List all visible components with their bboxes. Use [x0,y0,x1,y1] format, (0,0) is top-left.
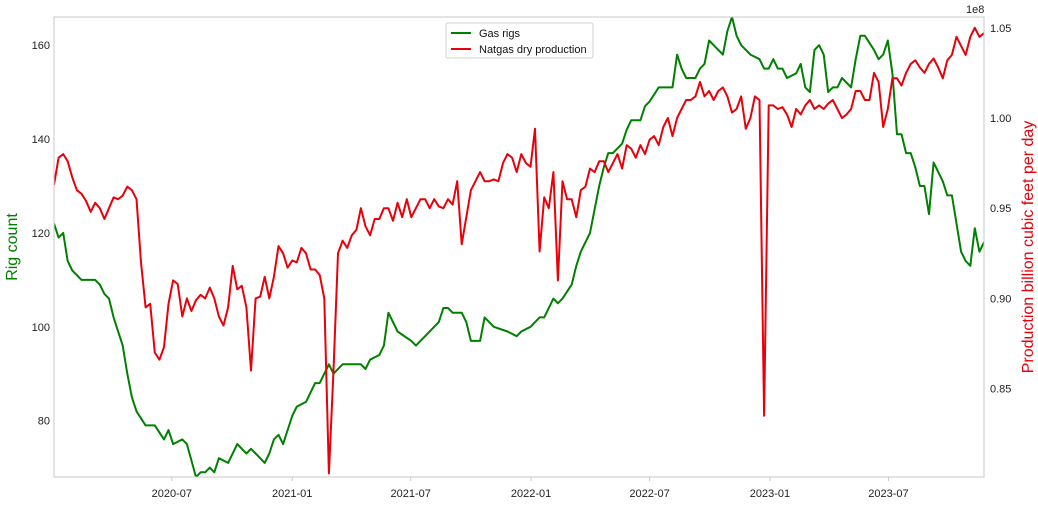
right-tick-label: 1.00 [990,113,1011,125]
right-tick-label: 0.95 [990,203,1011,215]
gas-rigs-line [54,17,984,477]
right-axis-title: Production billion cubic feet per day [1020,121,1037,374]
left-axis-title: Rig count [4,213,21,281]
right-tick-label: 0.85 [990,384,1011,396]
plot-area: 2020-07 2021-01 2021-07 2022-01 2022-07 2023-… [4,4,1037,500]
left-tick-label: 140 [32,134,50,146]
legend-label: Gas rigs [479,28,520,40]
x-tick-label: 2023-07 [868,488,908,500]
left-tick-label: 120 [32,228,50,240]
legend-label: Natgas dry production [479,44,587,56]
x-tick-label: 2023-01 [750,488,790,500]
left-tick-label: 100 [32,322,50,334]
left-tick-label: 80 [38,416,50,428]
natgas-production-line [54,26,984,475]
x-tick-label: 2020-07 [152,488,192,500]
x-tick-label: 2021-01 [272,488,312,500]
right-tick-label: 1.05 [990,23,1011,35]
plot-frame [53,16,985,478]
x-tick-label: 2022-01 [511,488,551,500]
x-tick-label: 2022-07 [629,488,669,500]
left-tick-label: 160 [32,40,50,52]
right-axis-offset-text: 1e8 [966,4,984,16]
legend-box [445,22,594,59]
right-tick-label: 0.90 [990,293,1011,305]
x-tick-label: 2021-07 [390,488,430,500]
